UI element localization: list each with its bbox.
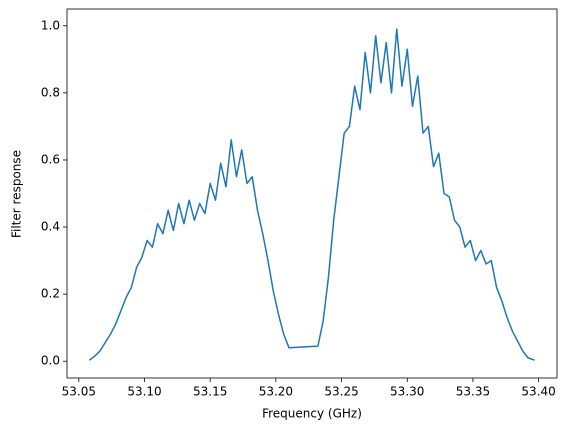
x-tick-label: 53.40 [521,385,555,399]
x-tick-label: 53.25 [324,385,358,399]
x-tick-label: 53.20 [259,385,293,399]
x-tick-label: 53.30 [390,385,424,399]
plot-frame [66,8,558,379]
x-tick-label: 53.35 [456,385,490,399]
y-axis-label: Filter response [10,150,24,238]
y-tick-label: 1.0 [41,18,60,32]
x-tick-label: 53.05 [62,385,96,399]
x-axis-label: Frequency (GHz) [262,407,362,421]
y-tick-label: 0.0 [41,354,60,368]
y-tick-label: 0.8 [41,85,60,99]
x-tick-label: 53.10 [127,385,161,399]
x-tick-label: 53.15 [193,385,227,399]
y-tick-label: 0.6 [41,152,60,166]
y-tick-label: 0.4 [41,220,60,234]
data-line [88,28,535,361]
y-tick-label: 0.2 [41,287,60,301]
